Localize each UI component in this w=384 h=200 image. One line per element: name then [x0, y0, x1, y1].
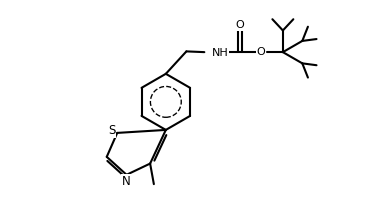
- Text: S: S: [108, 124, 115, 137]
- Text: N: N: [122, 175, 131, 188]
- Text: O: O: [236, 20, 245, 30]
- Text: O: O: [257, 47, 266, 57]
- Text: NH: NH: [212, 48, 228, 58]
